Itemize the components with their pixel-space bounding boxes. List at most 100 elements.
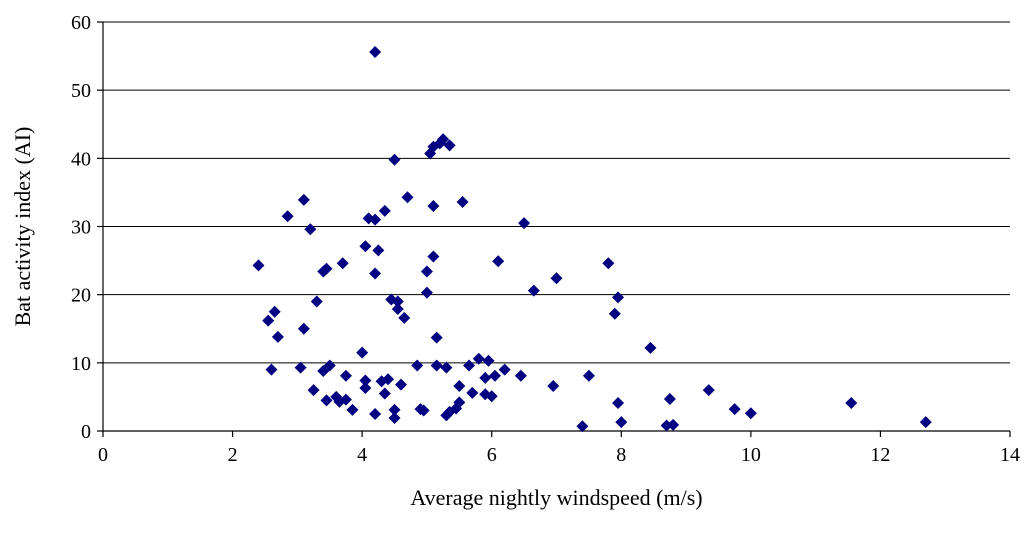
x-tick-label: 0 <box>98 444 108 466</box>
data-point <box>378 387 391 400</box>
data-point <box>427 250 440 263</box>
data-point <box>411 359 424 372</box>
data-point <box>482 354 495 367</box>
data-point <box>612 397 625 410</box>
data-point <box>307 384 320 397</box>
axes <box>97 21 1011 437</box>
data-point <box>514 369 527 382</box>
data-point <box>323 359 336 372</box>
data-point <box>550 272 563 285</box>
data-point <box>443 139 456 152</box>
data-point <box>663 392 676 405</box>
data-point <box>488 369 501 382</box>
data-point <box>728 403 741 416</box>
y-tick-label: 60 <box>71 12 91 34</box>
data-point <box>395 378 408 391</box>
data-point <box>744 407 757 420</box>
x-tick-label: 10 <box>741 444 761 466</box>
x-tick-label: 8 <box>616 444 626 466</box>
data-point <box>369 267 382 280</box>
data-point <box>466 386 479 399</box>
x-axis-title: Average nightly windspeed (m/s) <box>410 485 702 510</box>
data-point <box>297 193 310 206</box>
data-point <box>378 204 391 217</box>
data-point <box>281 210 294 223</box>
data-point <box>398 311 411 324</box>
x-tick-label: 4 <box>357 444 367 466</box>
data-point <box>437 133 450 146</box>
y-tick-label: 0 <box>81 421 91 443</box>
data-point <box>388 153 401 166</box>
data-point <box>271 330 284 343</box>
data-point <box>602 257 615 270</box>
data-point <box>336 257 349 270</box>
data-point <box>372 244 385 257</box>
data-point <box>612 291 625 304</box>
data-point <box>453 396 466 409</box>
data-point <box>615 416 628 429</box>
data-point <box>427 200 440 213</box>
x-tick-label: 6 <box>487 444 497 466</box>
data-point <box>479 371 492 384</box>
data-point <box>388 403 401 416</box>
data-point <box>608 307 621 320</box>
tick-labels: 0 10 20 30 40 50 60 0 2 4 6 8 10 12 14 <box>71 12 1020 466</box>
data-point <box>430 359 443 372</box>
data-point <box>320 394 333 407</box>
data-point <box>304 223 317 236</box>
data-point <box>391 302 404 315</box>
data-point <box>417 404 430 417</box>
data-point <box>919 416 932 429</box>
data-point <box>440 361 453 374</box>
data-point <box>420 265 433 278</box>
y-axis-title: Bat activity index (AI) <box>10 127 35 327</box>
data-point <box>576 420 589 433</box>
data-point <box>388 412 401 425</box>
data-point <box>320 262 333 275</box>
y-tick-label: 30 <box>71 217 91 239</box>
data-point <box>356 346 369 359</box>
gridlines <box>103 21 1010 364</box>
data-point <box>518 217 531 230</box>
data-point <box>702 384 715 397</box>
data-point <box>492 255 505 268</box>
y-tick-label: 40 <box>71 148 91 170</box>
data-point <box>346 403 359 416</box>
data-point <box>262 314 275 327</box>
data-point <box>268 305 281 318</box>
data-point <box>310 295 323 308</box>
data-points <box>252 45 932 433</box>
data-point <box>339 369 352 382</box>
data-point <box>485 390 498 403</box>
data-point <box>463 359 476 372</box>
data-point <box>498 363 511 376</box>
data-point <box>297 322 310 335</box>
x-tick-label: 2 <box>228 444 238 466</box>
data-point <box>527 284 540 297</box>
data-point <box>547 380 560 393</box>
data-point <box>391 295 404 308</box>
data-point <box>369 213 382 226</box>
data-point <box>472 352 485 365</box>
data-point <box>667 418 680 431</box>
data-point <box>252 259 265 272</box>
y-tick-label: 50 <box>71 80 91 102</box>
data-point <box>359 374 372 387</box>
data-point <box>294 361 307 374</box>
data-point <box>453 380 466 393</box>
data-point <box>430 331 443 344</box>
data-point <box>401 191 414 204</box>
data-point <box>369 407 382 420</box>
data-point <box>420 286 433 299</box>
data-point <box>359 240 372 253</box>
y-tick-label: 10 <box>71 353 91 375</box>
data-point <box>339 393 352 406</box>
data-point <box>382 373 395 386</box>
y-tick-label: 20 <box>71 285 91 307</box>
data-point <box>845 397 858 410</box>
data-point <box>359 382 372 395</box>
data-point <box>644 341 657 354</box>
x-tick-label: 14 <box>1000 444 1020 466</box>
data-point <box>456 195 469 208</box>
